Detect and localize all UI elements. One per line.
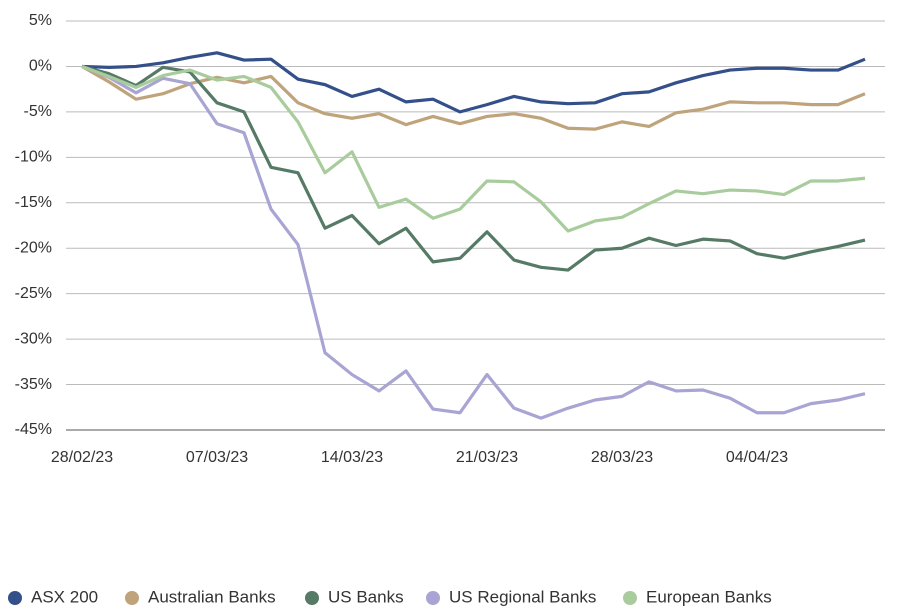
legend-marker xyxy=(305,591,319,605)
x-tick-label: 21/03/23 xyxy=(456,449,518,466)
y-tick-label: -15% xyxy=(15,194,52,211)
x-tick-label: 07/03/23 xyxy=(186,449,248,466)
legend-label: US Regional Banks xyxy=(449,587,596,606)
legend-label: Australian Banks xyxy=(148,587,276,606)
legend-marker xyxy=(8,591,22,605)
x-tick-label: 04/04/23 xyxy=(726,449,788,466)
x-tick-label: 28/03/23 xyxy=(591,449,653,466)
series-line xyxy=(81,64,866,272)
series-line xyxy=(81,51,866,114)
y-tick-label: -10% xyxy=(15,149,52,166)
legend-label: ASX 200 xyxy=(31,587,98,606)
y-tick-label: -30% xyxy=(15,330,52,347)
y-tick-label: -35% xyxy=(15,376,52,393)
y-tick-label: -45% xyxy=(15,421,52,438)
x-tick-label: 14/03/23 xyxy=(321,449,383,466)
series-line xyxy=(81,64,866,420)
legend-marker xyxy=(125,591,139,605)
legend-label: European Banks xyxy=(646,587,772,606)
y-tick-label: -20% xyxy=(15,239,52,256)
series-line xyxy=(81,64,866,233)
x-tick-label: 28/02/23 xyxy=(51,449,113,466)
legend-label: US Banks xyxy=(328,587,404,606)
y-tick-label: 5% xyxy=(29,12,52,29)
y-tick-label: -5% xyxy=(24,103,52,120)
y-tick-label: 0% xyxy=(29,58,52,75)
legend-marker xyxy=(426,591,440,605)
y-tick-label: -25% xyxy=(15,285,52,302)
legend-marker xyxy=(623,591,637,605)
